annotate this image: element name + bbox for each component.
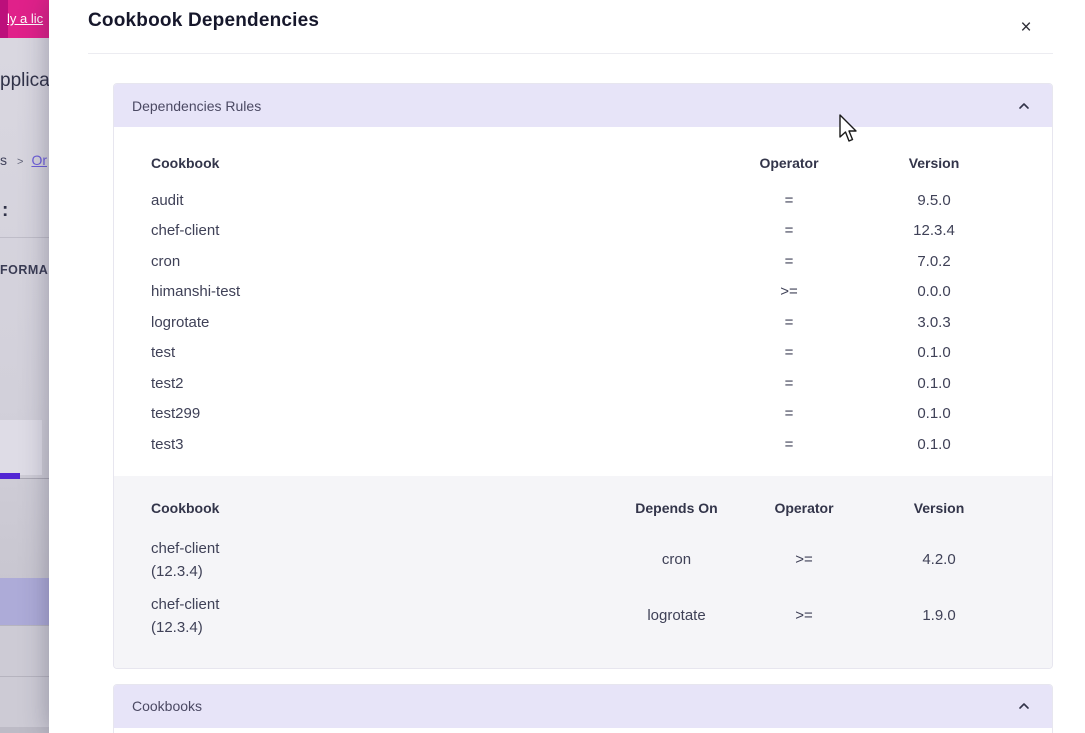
table-row: himanshi-test >= 0.0.0 xyxy=(114,277,1004,308)
rules-table: Cookbook Operator Version audit = 9.5.0 … xyxy=(114,141,1004,460)
table-row: test2 = 0.1.0 xyxy=(114,368,1004,399)
chevron-up-icon[interactable] xyxy=(1018,702,1030,710)
cookbooks-header[interactable]: Cookbooks xyxy=(114,684,1052,728)
version-cell: 0.1.0 xyxy=(917,374,951,392)
operator-cell: >= xyxy=(780,283,798,301)
cookbook-cell: test xyxy=(151,344,176,362)
version-cell: 1.9.0 xyxy=(922,607,956,624)
table-row: chef-client (12.3.4) logrotate >= 1.9.0 xyxy=(114,588,1052,644)
depends-on-cell: logrotate xyxy=(647,607,706,624)
column-header: Operator xyxy=(759,155,819,171)
dependencies-rules-panel: Dependencies Rules Cookbook Operator Ver… xyxy=(113,83,1053,669)
table-row[interactable] xyxy=(0,625,49,676)
version-cell: 0.1.0 xyxy=(917,435,951,453)
license-banner: ly a lic xyxy=(0,0,49,38)
rules-table-header-row: Cookbook Operator Version xyxy=(114,141,1004,185)
cookbook-cell: test2 xyxy=(151,374,184,392)
operator-cell: = xyxy=(784,191,794,209)
version-cell: 0.1.0 xyxy=(917,344,951,362)
breadcrumb: s > Or xyxy=(0,152,47,168)
cookbook-cell: test299 xyxy=(151,405,201,423)
version-cell: 9.5.0 xyxy=(917,191,951,209)
cookbook-cell: chef-client (12.3.4) xyxy=(114,532,594,588)
cookbooks-panel: Cookbooks Cookbook Current Version Opera… xyxy=(113,683,1053,733)
table-row: logrotate = 3.0.3 xyxy=(114,307,1004,338)
page-heading-fragment: pplica xyxy=(0,70,50,91)
version-cell: 0.0.0 xyxy=(917,283,951,301)
table-row: audit = 9.5.0 xyxy=(114,185,1004,216)
column-header: Version xyxy=(913,499,965,516)
mouse-cursor xyxy=(839,114,857,142)
cookbook-cell: test3 xyxy=(151,435,184,453)
title-divider xyxy=(88,53,1053,54)
operator-cell: >= xyxy=(795,607,813,624)
cookbook-version: (12.3.4) xyxy=(151,562,203,580)
depends-table: Cookbook Depends On Operator Version che… xyxy=(114,476,1052,644)
depends-table-zone: Cookbook Depends On Operator Version che… xyxy=(114,475,1052,668)
selected-table-row[interactable] xyxy=(0,578,49,625)
heading-colon-fragment: : xyxy=(2,200,9,221)
uppercase-label-fragment: FORMA xyxy=(0,263,49,277)
operator-cell: = xyxy=(784,344,794,362)
table-row[interactable] xyxy=(0,676,49,727)
section-label: Dependencies Rules xyxy=(132,97,262,114)
cookbook-cell: chef-client xyxy=(151,222,220,240)
cookbook-cell: audit xyxy=(151,191,184,209)
close-icon[interactable]: × xyxy=(1011,14,1041,42)
table-row: test299 = 0.1.0 xyxy=(114,399,1004,430)
version-cell: 7.0.2 xyxy=(917,252,951,270)
active-tab-indicator xyxy=(0,473,20,479)
background-page: ly a lic pplica s > Or : FORMA xyxy=(0,0,50,733)
banner-edge xyxy=(0,0,8,38)
cookbook-version: (12.3.4) xyxy=(151,618,203,636)
page-divider xyxy=(0,237,49,238)
column-header: Depends On xyxy=(635,499,718,516)
breadcrumb-link[interactable]: Or xyxy=(31,152,47,168)
cookbook-name: chef-client xyxy=(151,595,220,613)
page-panel-fragment xyxy=(0,420,42,475)
operator-cell: = xyxy=(784,222,794,240)
column-header: Version xyxy=(908,155,960,171)
license-link[interactable]: ly a lic xyxy=(7,11,44,26)
version-cell: 4.2.0 xyxy=(922,551,956,568)
dependencies-rules-header[interactable]: Dependencies Rules xyxy=(114,84,1052,127)
version-cell: 0.1.0 xyxy=(917,405,951,423)
depends-on-cell: cron xyxy=(661,551,692,568)
operator-cell: >= xyxy=(795,551,813,568)
version-cell: 3.0.3 xyxy=(917,313,951,331)
operator-cell: = xyxy=(784,313,794,331)
breadcrumb-separator-icon: > xyxy=(17,156,24,168)
breadcrumb-prefix: s xyxy=(0,152,7,168)
operator-cell: = xyxy=(784,405,794,423)
modal-content: Dependencies Rules Cookbook Operator Ver… xyxy=(113,83,1053,733)
cookbook-cell: chef-client (12.3.4) xyxy=(114,588,594,644)
table-row: test = 0.1.0 xyxy=(114,338,1004,369)
table-row: chef-client (12.3.4) cron >= 4.2.0 xyxy=(114,532,1052,588)
column-header: Cookbook xyxy=(151,155,220,171)
modal-title: Cookbook Dependencies xyxy=(88,10,320,31)
operator-cell: = xyxy=(784,435,794,453)
tab-baseline xyxy=(0,478,49,479)
column-header: Cookbook xyxy=(151,499,220,516)
cookbooks-table: Cookbook Current Version Operator Versio… xyxy=(114,727,1052,733)
cookbook-dependencies-modal: Cookbook Dependencies × Dependencies Rul… xyxy=(49,0,1085,733)
cookbook-name: chef-client xyxy=(151,539,220,557)
operator-cell: = xyxy=(784,252,794,270)
chevron-up-icon[interactable] xyxy=(1018,102,1030,110)
table-row: cron = 7.0.2 xyxy=(114,246,1004,277)
version-cell: 12.3.4 xyxy=(913,222,955,240)
table-row xyxy=(0,727,49,733)
cookbook-cell: cron xyxy=(151,252,181,270)
column-header: Operator xyxy=(774,499,834,516)
operator-cell: = xyxy=(784,374,794,392)
depends-table-header-row: Cookbook Depends On Operator Version xyxy=(114,476,1052,532)
cookbook-cell: himanshi-test xyxy=(151,283,241,301)
cookbook-cell: logrotate xyxy=(151,313,210,331)
table-row: test3 = 0.1.0 xyxy=(114,429,1004,460)
section-label: Cookbooks xyxy=(132,698,203,714)
table-row: chef-client = 12.3.4 xyxy=(114,216,1004,247)
